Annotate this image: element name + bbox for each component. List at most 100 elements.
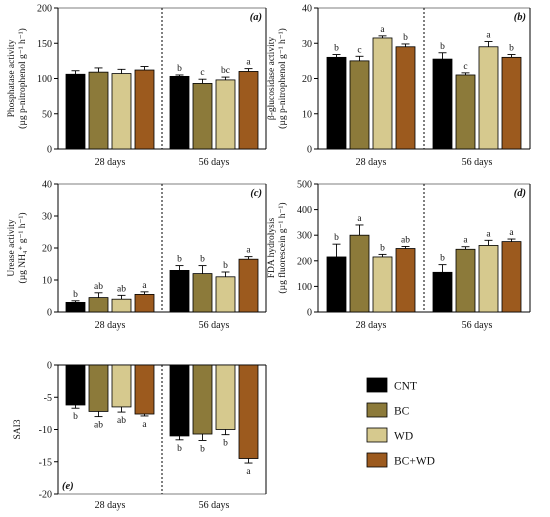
significance-letter: ab [117, 284, 126, 294]
significance-letter: b [403, 33, 408, 43]
bar [372, 256, 393, 313]
bar [169, 269, 190, 313]
bar [65, 73, 86, 150]
significance-letter: b [73, 290, 78, 300]
bar [111, 298, 132, 313]
y-tick-label: 10 [42, 276, 52, 287]
panel-label: (e) [62, 481, 74, 492]
bar [215, 364, 236, 430]
y-tick-label: 0 [307, 145, 312, 156]
significance-letter: a [486, 229, 491, 239]
significance-letter: b [177, 255, 182, 265]
y-tick-label: 30 [302, 39, 312, 50]
legend-swatch [366, 427, 388, 443]
panel-label: (d) [514, 188, 526, 199]
bar [501, 56, 522, 150]
bar [134, 364, 155, 415]
y-tick-label: 10 [302, 109, 312, 120]
legend-swatch [366, 377, 388, 393]
significance-letter: b [334, 233, 339, 243]
bar [395, 248, 416, 313]
significance-letter: ab [401, 235, 410, 245]
significance-letter: a [246, 246, 251, 256]
bar [134, 293, 155, 313]
y-tick-label: 400 [297, 205, 312, 216]
y-axis-subtitle: (µg fluorescein g⁻¹ h⁻¹) [277, 202, 288, 293]
y-tick-label: -15 [39, 457, 52, 468]
significance-letter: a [509, 228, 514, 238]
category-label: 28 days [356, 157, 387, 168]
significance-letter: a [142, 281, 147, 291]
y-tick-label: 200 [37, 4, 52, 15]
panel-label: (c) [250, 188, 262, 199]
y-tick-label: 20 [42, 244, 52, 255]
significance-letter: b [223, 439, 228, 449]
legend-swatch [366, 452, 388, 468]
category-label: 56 days [462, 157, 493, 168]
significance-letter: a [246, 58, 251, 68]
bar [192, 83, 213, 150]
category-label: 28 days [356, 320, 387, 331]
chart-panel-3: 0 10 20 30 40 b ab ab a 28 days b b b a 56 days (c) Urea… [7, 180, 267, 331]
category-label: 28 days [95, 157, 126, 168]
bar [88, 297, 109, 313]
y-axis-title: SAI3 [13, 419, 23, 439]
significance-letter: b [509, 44, 514, 54]
legend-label: BC [394, 406, 410, 418]
significance-letter: b [177, 64, 182, 74]
bar [134, 69, 155, 150]
bar [65, 364, 86, 406]
significance-letter: c [463, 62, 467, 72]
bar [169, 364, 190, 437]
bar [215, 276, 236, 313]
y-tick-label: 40 [302, 4, 312, 15]
bar [169, 75, 190, 150]
bar [349, 234, 370, 313]
legend: CNT BC WD BC+WD [366, 377, 435, 468]
y-axis-title: Phosphatase activity [7, 39, 17, 117]
y-tick-label: 20 [302, 74, 312, 85]
y-tick-label: 40 [42, 180, 52, 191]
bar [238, 258, 259, 313]
y-tick-label: 30 [42, 212, 52, 223]
bar [192, 273, 213, 313]
y-tick-label: -10 [39, 425, 52, 436]
legend-label: WD [394, 431, 413, 443]
category-label: 28 days [95, 320, 126, 331]
y-tick-label: 50 [42, 109, 52, 120]
bar [455, 74, 476, 150]
bar [111, 73, 132, 150]
chart-panel-2: 0 10 20 30 40 b c a b 28 days b c a b 56 days (b) β-gluc… [267, 4, 531, 168]
chart-panel-5: -20 -15 -10 -5 0 b ab ab a 28 days b b b a 56 days (e) S… [13, 361, 267, 511]
significance-letter: c [200, 68, 204, 78]
significance-letter: b [380, 243, 385, 253]
y-tick-label: 500 [297, 180, 312, 191]
significance-letter: b [73, 412, 78, 422]
bar [395, 46, 416, 150]
bar [215, 79, 236, 150]
significance-letter: b [200, 444, 205, 454]
y-tick-label: 0 [47, 361, 52, 372]
y-axis-title: Urease activity [7, 219, 17, 276]
y-tick-label: 300 [297, 231, 312, 242]
y-tick-label: 100 [37, 74, 52, 85]
y-tick-label: 0 [47, 145, 52, 156]
bar [88, 71, 109, 150]
category-label: 56 days [199, 500, 230, 511]
y-tick-label: 0 [307, 308, 312, 319]
y-tick-label: 100 [297, 282, 312, 293]
significance-letter: a [463, 236, 468, 246]
bar [432, 271, 453, 313]
y-tick-label: 200 [297, 256, 312, 267]
bar [478, 46, 499, 150]
category-label: 56 days [462, 320, 493, 331]
legend-label: BC+WD [394, 456, 435, 468]
significance-letter: b [223, 261, 228, 271]
bar [501, 241, 522, 313]
significance-letter: a [486, 30, 491, 40]
bar [326, 56, 347, 150]
bar [238, 364, 259, 459]
significance-letter: a [142, 420, 147, 430]
category-label: 28 days [95, 500, 126, 511]
